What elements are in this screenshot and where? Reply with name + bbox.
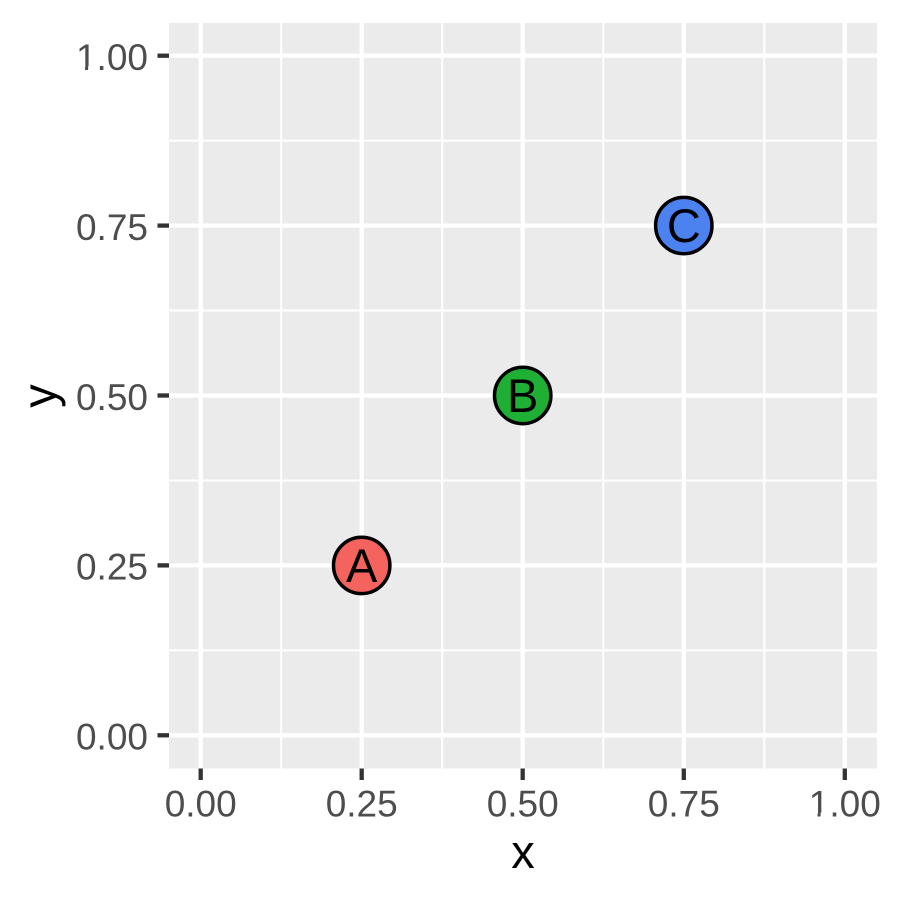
svg-text:A: A [346, 539, 378, 592]
svg-text:0.75: 0.75 [648, 784, 720, 825]
svg-text:y: y [13, 384, 66, 408]
svg-text:0.50: 0.50 [487, 784, 559, 825]
svg-text:0.75: 0.75 [76, 207, 148, 248]
svg-text:C: C [667, 199, 701, 252]
svg-text:1.00: 1.00 [809, 784, 881, 825]
svg-text:0.00: 0.00 [165, 784, 237, 825]
svg-text:0.25: 0.25 [76, 547, 148, 588]
svg-text:0.50: 0.50 [76, 377, 148, 418]
svg-text:0.25: 0.25 [326, 784, 398, 825]
svg-text:x: x [511, 825, 535, 878]
svg-text:0.00: 0.00 [76, 717, 148, 758]
svg-text:B: B [507, 369, 538, 422]
svg-text:1.00: 1.00 [76, 37, 148, 78]
